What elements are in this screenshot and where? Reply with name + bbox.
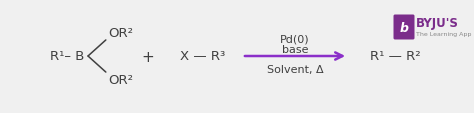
Text: X — R³: X — R³ xyxy=(180,50,225,63)
FancyBboxPatch shape xyxy=(393,15,414,40)
Text: OR²: OR² xyxy=(108,27,133,40)
Text: Solvent, Δ: Solvent, Δ xyxy=(267,64,323,74)
Text: base: base xyxy=(282,45,308,54)
Text: R¹ — R²: R¹ — R² xyxy=(370,50,420,63)
Text: R¹– B: R¹– B xyxy=(50,50,84,63)
Text: OR²: OR² xyxy=(108,73,133,86)
Text: b: b xyxy=(400,21,409,34)
Text: The Learning App: The Learning App xyxy=(416,31,471,36)
Text: +: + xyxy=(142,49,155,64)
Text: Pd(0): Pd(0) xyxy=(280,35,310,45)
Text: BYJU'S: BYJU'S xyxy=(416,17,459,30)
